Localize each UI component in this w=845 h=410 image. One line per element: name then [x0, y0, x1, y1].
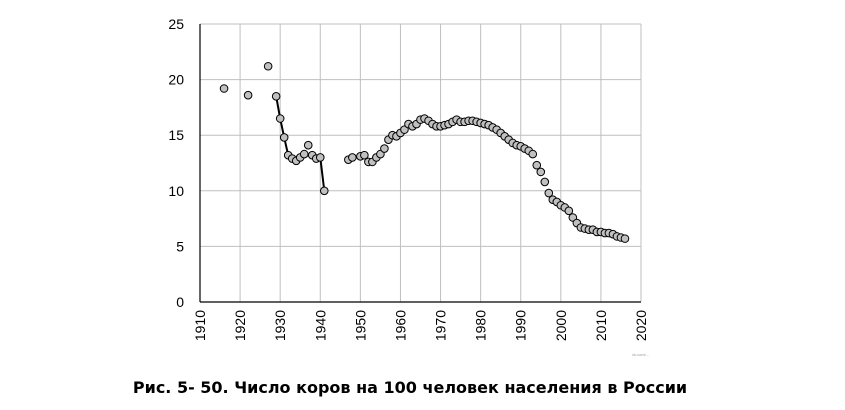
series-segment-line	[319, 157, 326, 191]
x-tick-label: 2000	[553, 310, 569, 341]
data-point	[564, 206, 574, 216]
chart-gridlines	[199, 23, 642, 303]
data-point	[528, 149, 538, 159]
watermark: vk.com/...	[632, 352, 649, 357]
chart-data-points	[219, 61, 630, 243]
data-point	[544, 188, 554, 198]
x-tick-label: 1930	[272, 310, 288, 341]
x-tick-label: 2020	[633, 310, 649, 341]
data-point	[380, 144, 389, 153]
x-tick-label: 1960	[392, 310, 408, 341]
x-tick-label: 1950	[352, 310, 368, 341]
data-point	[303, 140, 313, 150]
data-point	[360, 150, 369, 160]
x-tick-label: 1990	[513, 310, 529, 341]
x-tick-label: 1940	[312, 310, 328, 341]
data-point	[271, 91, 281, 101]
chart-axes	[199, 24, 641, 303]
y-tick-label: 5	[176, 238, 184, 254]
y-tick-label: 20	[168, 72, 184, 88]
data-point	[540, 177, 550, 187]
x-tick-label: 1920	[232, 310, 248, 341]
data-point	[620, 234, 630, 243]
y-tick-label: 10	[168, 183, 184, 199]
data-point	[299, 149, 309, 159]
chart-connecting-lines	[275, 96, 326, 191]
y-axis-tick-labels: 0 5 10 15 20 25	[168, 16, 184, 310]
x-tick-label: 2010	[593, 310, 609, 341]
x-tick-label: 1910	[192, 310, 208, 341]
data-point	[275, 114, 285, 123]
x-tick-label: 1970	[433, 310, 449, 341]
y-tick-label: 25	[168, 16, 184, 32]
data-point	[319, 186, 329, 196]
data-point	[243, 90, 253, 100]
data-point	[263, 61, 273, 71]
data-point	[219, 84, 229, 93]
figure-caption: Рис. 5- 50. Число коров на 100 человек н…	[132, 378, 688, 397]
x-axis-tick-labels: 1910 1920 1930 1940 1950 1960 1970 1980 1990 2000…	[192, 310, 649, 341]
x-tick-label: 1980	[473, 310, 489, 341]
data-point	[348, 153, 357, 162]
data-point	[536, 167, 546, 177]
data-point	[279, 133, 289, 142]
data-point	[532, 160, 542, 170]
y-tick-label: 15	[168, 127, 184, 143]
y-tick-label: 0	[176, 294, 184, 310]
series-segment-line	[275, 96, 297, 162]
data-point	[315, 153, 325, 162]
